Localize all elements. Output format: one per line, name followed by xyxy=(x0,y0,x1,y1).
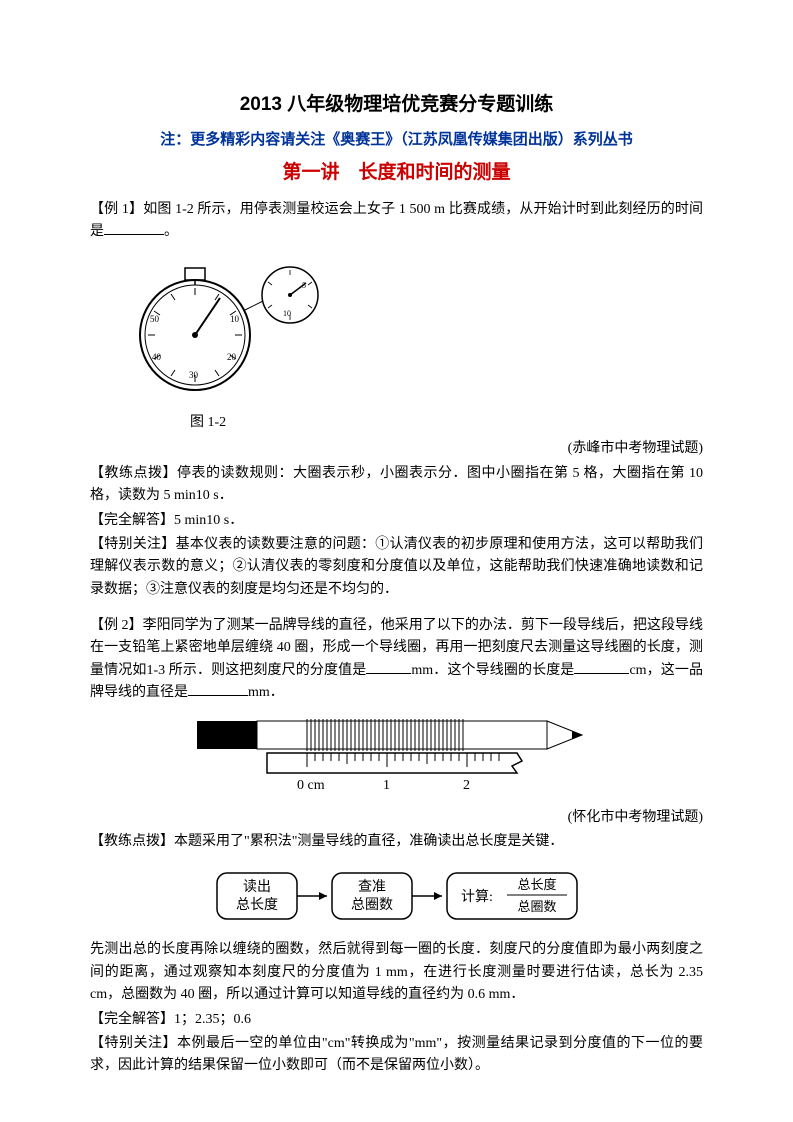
special-text-1: 基本仪表的读数要注意的问题：①认清仪表的初步原理和使用方法，这可以帮助我们理解仪… xyxy=(90,537,703,597)
answer-label-1: 【完全解答】 xyxy=(90,513,174,528)
ruler-label-0: 0 cm xyxy=(297,778,325,793)
ruler-label-2: 2 xyxy=(463,778,470,793)
stopwatch-svg: 10 20 30 40 50 5 10 xyxy=(130,250,330,400)
sub-title: 注：更多精彩内容请关注《奥赛王》（江苏凤凰传媒集团出版）系列丛书 xyxy=(90,128,703,152)
big-mark-10: 10 xyxy=(230,314,240,324)
example2-unit3: mm． xyxy=(248,685,284,700)
example2-special: 【特别关注】本例最后一空的单位由"cm"转换成为"mm"，按测量结果记录到分度值… xyxy=(90,1033,703,1078)
flow-box2-l2: 总圈数 xyxy=(351,897,393,913)
coach-label-1: 【教练点拨】 xyxy=(90,466,177,481)
big-center xyxy=(192,332,198,338)
blank-division xyxy=(366,660,411,674)
figure-ruler: 0 cm 1 2 xyxy=(187,711,607,801)
arrow-1-head xyxy=(319,892,327,900)
example2-source: (怀化市中考物理试题) xyxy=(90,807,703,829)
coach-text-1: 停表的读数规则：大圈表示秒，小圈表示分．图中小圈指在第 5 格，大圈指在第 10… xyxy=(90,466,703,503)
answer-text-2: 1；2.35；0.6 xyxy=(174,1012,251,1027)
example2-unit1: mm．这个导线圈的长度是 xyxy=(411,663,574,678)
blank-length xyxy=(574,660,629,674)
coach-label-2: 【教练点拨】 xyxy=(90,834,174,849)
main-title: 2013 八年级物理培优竞赛分专题训练 xyxy=(90,90,703,120)
answer-label-2: 【完全解答】 xyxy=(90,1012,174,1027)
flow-box3-bottom: 总圈数 xyxy=(517,899,556,914)
special-text-2: 本例最后一空的单位由"cm"转换成为"mm"，按测量结果记录到分度值的下一位的要… xyxy=(90,1036,703,1073)
flow-box3-top: 总长度 xyxy=(517,877,556,892)
blank-time xyxy=(104,221,164,235)
ruler-label-1: 1 xyxy=(383,778,390,793)
example1-answer: 【完全解答】5 min10 s． xyxy=(90,510,703,532)
example1-source: (赤峰市中考物理试题) xyxy=(90,438,703,460)
pencil-body xyxy=(257,721,547,749)
flow-box2-l1: 查准 xyxy=(358,879,386,895)
example2-label: 【例 2】 xyxy=(90,618,143,633)
big-mark-30: 30 xyxy=(189,370,199,380)
figure-flowchart: 读出 总长度 查准 总圈数 计算: 总长度 总圈数 xyxy=(187,861,607,931)
example1-label: 【例 1】 xyxy=(90,202,143,217)
flow-box1-l2: 总长度 xyxy=(236,897,278,913)
blank-diameter xyxy=(188,682,248,696)
lecture-title: 第一讲 长度和时间的测量 xyxy=(90,158,703,188)
special-label-2: 【特别关注】 xyxy=(90,1036,177,1051)
flow-box3-label: 计算: xyxy=(461,889,493,905)
example2-coach: 【教练点拨】本题采用了"累积法"测量导线的直径，准确读出总长度是关键． xyxy=(90,831,703,853)
special-label-1: 【特别关注】 xyxy=(90,537,176,552)
example2-answer: 【完全解答】1；2.35；0.6 xyxy=(90,1009,703,1031)
example1-special: 【特别关注】基本仪表的读数要注意的问题：①认清仪表的初步原理和使用方法，这可以帮… xyxy=(90,534,703,601)
stopwatch-button xyxy=(185,268,205,280)
example2-explain: 先测出总的长度再除以缠绕的圈数，然后就得到每一圈的长度．刻度尺的分度值即为最小两… xyxy=(90,939,703,1006)
big-mark-40: 40 xyxy=(152,352,162,362)
example1-coach: 【教练点拨】停表的读数规则：大圈表示秒，小圈表示分．图中小圈指在第 5 格，大圈… xyxy=(90,463,703,508)
example1-period: 。 xyxy=(164,224,178,239)
figure-stopwatch: 10 20 30 40 50 5 10 xyxy=(130,250,703,408)
coach-text-2: 本题采用了"累积法"测量导线的直径，准确读出总长度是关键． xyxy=(174,834,563,849)
answer-text-1: 5 min10 s． xyxy=(174,513,243,528)
pencil-lead xyxy=(572,731,582,739)
example2-question: 【例 2】李阳同学为了测某一品牌导线的直径，他采用了以下的办法．剪下一段导线后，… xyxy=(90,615,703,705)
example1-question: 【例 1】如图 1-2 所示，用停表测量校运会上女子 1 500 m 比赛成绩，… xyxy=(90,199,703,244)
arrow-2-head xyxy=(434,892,442,900)
flow-box1-l1: 读出 xyxy=(243,878,271,895)
example1-text: 如图 1-2 所示，用停表测量校运会上女子 1 500 m 比赛成绩，从开始计时… xyxy=(90,202,703,239)
figure1-caption: 图 1-2 xyxy=(190,412,703,434)
big-mark-50: 50 xyxy=(150,314,160,324)
small-mark-10: 10 xyxy=(283,309,291,318)
big-mark-20: 20 xyxy=(227,352,237,362)
small-center xyxy=(288,293,292,297)
pencil-eraser xyxy=(197,721,257,749)
